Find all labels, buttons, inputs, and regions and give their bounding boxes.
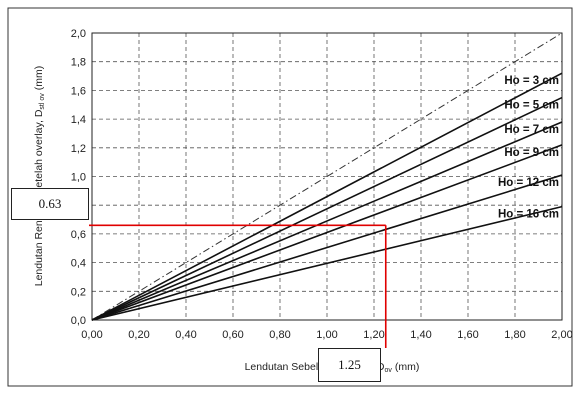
- x-tick-label: 2,00: [551, 329, 572, 341]
- series-label: Ho = 7 cm: [504, 124, 559, 136]
- x-tick-label: 0,80: [269, 329, 290, 341]
- series-line: [91, 96, 563, 321]
- x-tick-label: 0,60: [222, 329, 243, 341]
- x-tick-label: 0,20: [128, 329, 149, 341]
- series-label: Ho = 9 cm: [504, 147, 559, 159]
- y-tick-labels: 0,00,20,40,60,81,01,21,41,61,82,0: [71, 28, 86, 327]
- x-tick-label: 0,00: [81, 329, 102, 341]
- annotation-layer: [89, 224, 387, 348]
- x-tick-label: 1,60: [457, 329, 478, 341]
- x-tick-label: 1,40: [410, 329, 431, 341]
- y-tick-label: 1,0: [71, 172, 86, 184]
- x-tick-label: 0,40: [175, 329, 196, 341]
- y-value-callout: 0.63: [11, 188, 89, 220]
- series-label: Ho = 3 cm: [504, 75, 559, 87]
- x-tick-label: 1,20: [363, 329, 384, 341]
- series-label: Ho = 16 cm: [498, 209, 559, 221]
- series-label: Ho = 5 cm: [504, 100, 559, 112]
- y-tick-label: 0,6: [71, 229, 86, 241]
- series-labels: Ho = 3 cm Ho = 5 cm Ho = 7 cm Ho = 9 cm Ho =…: [498, 75, 559, 220]
- reference-line-layer: [91, 32, 563, 321]
- plot-frame: [91, 32, 563, 321]
- y-tick-label: 1,2: [71, 143, 86, 155]
- x-tick-label: 1,80: [504, 329, 525, 341]
- y-tick-label: 1,4: [71, 114, 86, 126]
- outer-frame: [7, 7, 573, 387]
- y-tick-label: 2,0: [71, 28, 86, 40]
- y-tick-label: 0,4: [71, 258, 86, 270]
- series-layer: [91, 72, 563, 321]
- x-tick-labels: 0,00 0,20 0,40 0,60 0,80 1,00 1,20 1,40 1,60 1,80…: [81, 329, 572, 341]
- y-tick-label: 1,8: [71, 57, 86, 69]
- y-tick-label: 0,0: [71, 315, 86, 327]
- x-value-callout: 1.25: [318, 348, 381, 382]
- series-label: Ho = 12 cm: [498, 177, 559, 189]
- series-line: [91, 174, 563, 321]
- grid: [92, 33, 562, 320]
- reference-line: [91, 32, 563, 321]
- series-line: [91, 72, 563, 321]
- series-line: [91, 121, 563, 321]
- series-line: [91, 144, 563, 321]
- y-tick-label: 0,2: [71, 286, 86, 298]
- x-tick-label: 1,00: [316, 329, 337, 341]
- y-tick-label: 1,6: [71, 85, 86, 97]
- series-line: [91, 205, 563, 321]
